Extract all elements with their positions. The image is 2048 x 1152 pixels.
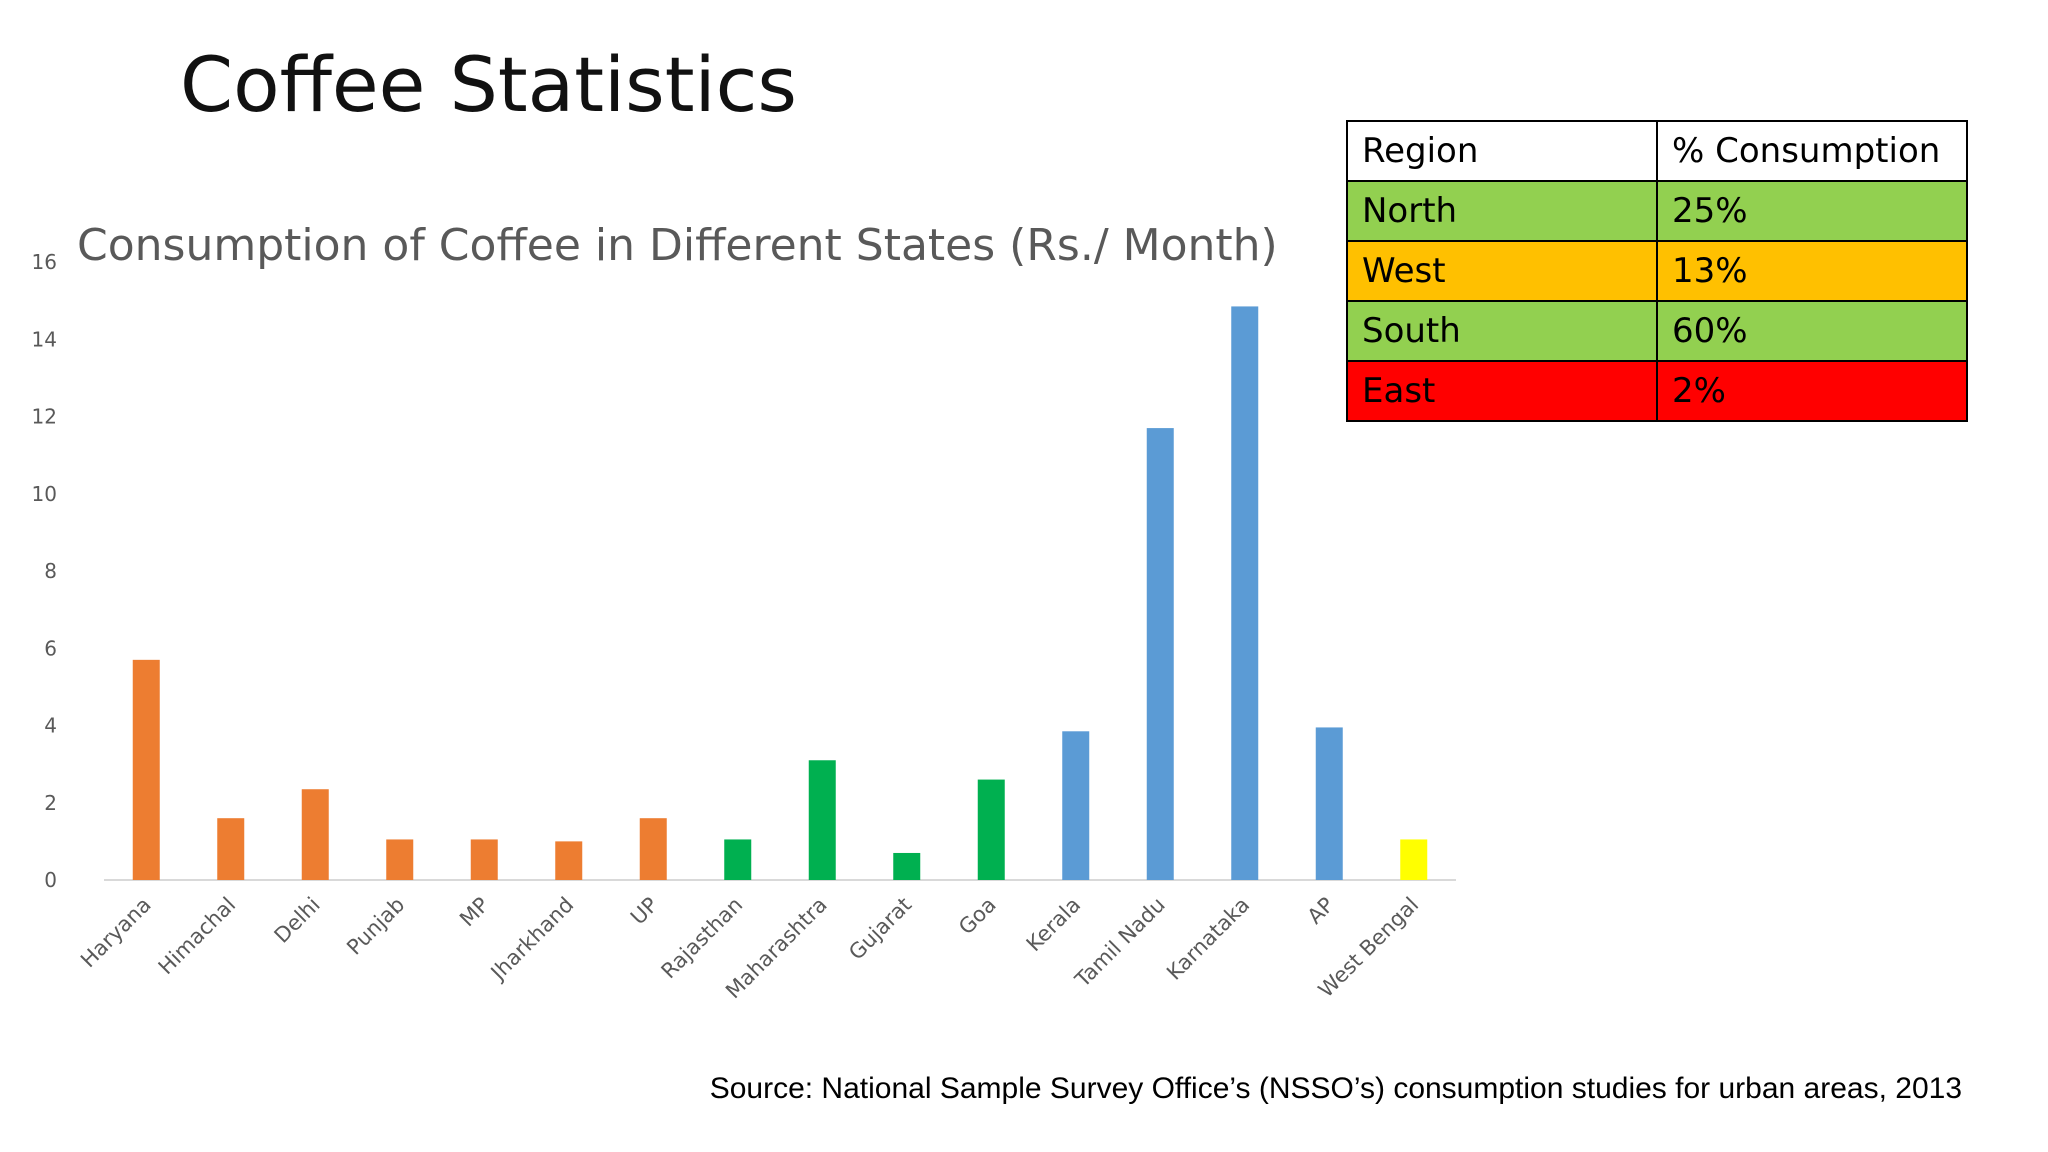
x-tick-label: Karnataka bbox=[1162, 893, 1254, 985]
y-tick-label: 4 bbox=[44, 714, 57, 738]
x-tick-label: Tamil Nadu bbox=[1070, 893, 1170, 993]
bar-karnataka bbox=[1231, 306, 1259, 880]
bar-punjab bbox=[386, 839, 414, 880]
x-tick-label: Punjab bbox=[342, 893, 409, 960]
x-tick-label: AP bbox=[1303, 893, 1339, 929]
source-note: Source: National Sample Survey Office’s … bbox=[709, 1072, 1962, 1105]
x-tick-label: MP bbox=[455, 893, 494, 932]
slide-title: Coffee Statistics bbox=[180, 40, 798, 129]
table-row: North 25% bbox=[1346, 180, 1968, 242]
y-tick-label: 14 bbox=[32, 327, 57, 351]
bar-delhi bbox=[301, 789, 329, 880]
bar-ap bbox=[1315, 727, 1343, 880]
pct-cell: 2% bbox=[1656, 360, 1968, 422]
bar-himachal bbox=[217, 818, 245, 880]
region-cell: North bbox=[1346, 180, 1658, 242]
x-tick-label: Kerala bbox=[1022, 893, 1086, 957]
y-tick-label: 10 bbox=[32, 482, 57, 506]
x-tick-label: Himachal bbox=[154, 893, 241, 980]
y-tick-label: 8 bbox=[44, 559, 57, 583]
bar-kerala bbox=[1062, 731, 1090, 880]
chart-title: Consumption of Coffee in Different State… bbox=[77, 220, 1278, 271]
y-axis-tick-labels: 0 2 4 6 8 10 12 14 16 bbox=[32, 250, 57, 892]
region-cell: East bbox=[1346, 360, 1658, 422]
table-row: West 13% bbox=[1346, 240, 1968, 302]
x-tick-label: Delhi bbox=[270, 893, 325, 948]
bars bbox=[132, 306, 1428, 880]
x-tick-label: UP bbox=[626, 893, 663, 930]
pct-cell: 60% bbox=[1656, 300, 1968, 362]
table-row: South 60% bbox=[1346, 300, 1968, 362]
header-region: Region bbox=[1346, 120, 1658, 182]
header-consumption: % Consumption bbox=[1656, 120, 1968, 182]
bar-tamil-nadu bbox=[1146, 428, 1174, 880]
bar-up bbox=[639, 818, 667, 880]
region-cell: West bbox=[1346, 240, 1658, 302]
x-tick-label: Rajasthan bbox=[657, 893, 748, 984]
bar-mp bbox=[470, 839, 498, 880]
x-tick-label: Jharkhand bbox=[485, 893, 578, 986]
bar-chart: Consumption of Coffee in Different State… bbox=[32, 220, 1456, 1004]
x-tick-label: Gujarat bbox=[844, 893, 916, 965]
bar-gujarat bbox=[893, 852, 921, 880]
table-row: East 2% bbox=[1346, 360, 1968, 422]
pct-cell: 25% bbox=[1656, 180, 1968, 242]
bar-west-bengal bbox=[1400, 839, 1428, 880]
y-tick-label: 2 bbox=[44, 791, 57, 815]
bar-rajasthan bbox=[724, 839, 752, 880]
bar-maharashtra bbox=[808, 760, 836, 880]
y-tick-label: 0 bbox=[44, 868, 57, 892]
table-header-row: Region % Consumption bbox=[1346, 120, 1968, 182]
region-cell: South bbox=[1346, 300, 1658, 362]
region-consumption-table: Region % Consumption North 25% West 13% … bbox=[1346, 120, 1968, 422]
pct-cell: 13% bbox=[1656, 240, 1968, 302]
y-tick-label: 12 bbox=[32, 405, 57, 429]
x-tick-label: Haryana bbox=[76, 893, 156, 973]
bar-goa bbox=[977, 779, 1005, 880]
y-tick-label: 16 bbox=[32, 250, 57, 274]
bar-haryana bbox=[132, 659, 160, 880]
x-tick-label: Goa bbox=[954, 893, 1001, 940]
bar-jharkhand bbox=[555, 841, 583, 880]
y-tick-label: 6 bbox=[44, 636, 57, 660]
